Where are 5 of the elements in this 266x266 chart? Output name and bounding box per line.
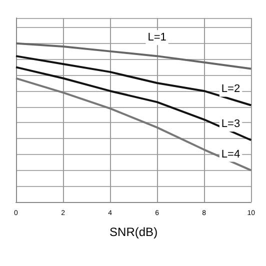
series-label: L=2 — [221, 83, 240, 96]
series-label: L=1 — [148, 32, 166, 44]
series-label: L=3 — [221, 118, 240, 130]
series-label: L=4 — [221, 148, 240, 160]
x-axis-title: SNR(dB) — [110, 225, 158, 239]
